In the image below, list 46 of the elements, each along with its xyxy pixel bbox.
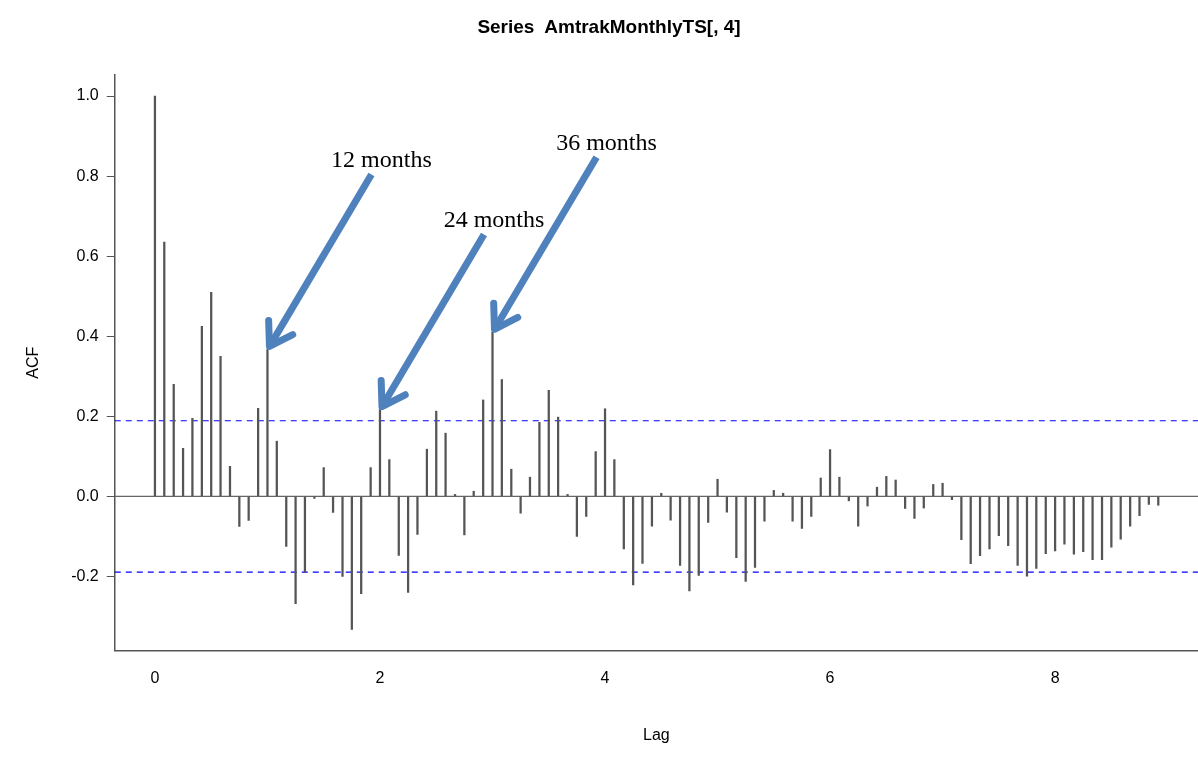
bar — [266, 349, 269, 497]
bar — [913, 496, 916, 519]
bar — [988, 496, 991, 550]
annotation: 24 months — [443, 205, 545, 232]
annotation: 12 months — [331, 145, 432, 172]
bar — [838, 476, 841, 497]
bar — [416, 496, 419, 535]
bar — [491, 331, 494, 497]
x-tick-label: 6 — [825, 668, 835, 686]
y-tick-label: 0.0 — [76, 486, 99, 504]
x-tick-label: 8 — [1050, 668, 1060, 686]
bar — [1091, 496, 1094, 561]
bar — [313, 496, 316, 499]
bar — [960, 496, 963, 541]
bar — [641, 496, 644, 564]
y-tick-label: 0.8 — [76, 166, 99, 184]
y-tick-label: -0.2 — [71, 566, 99, 584]
y-axis-title: ACF — [24, 346, 42, 379]
bar — [1157, 496, 1160, 506]
bar — [1063, 496, 1066, 545]
y-tick-label: 0.6 — [76, 246, 99, 264]
bar — [294, 496, 297, 605]
x-axis-title: Lag — [643, 725, 670, 743]
bar — [566, 494, 569, 497]
x-tick-label: 0 — [150, 668, 160, 686]
bar — [463, 496, 466, 536]
y-tick-label: 1.0 — [76, 86, 99, 104]
bar — [538, 422, 541, 497]
bar — [669, 496, 672, 521]
bar — [866, 496, 869, 507]
annotation: 36 months — [556, 128, 657, 155]
y-tick-label: 0.2 — [76, 406, 99, 424]
y-tick-label: 0.4 — [76, 326, 99, 344]
bar — [763, 496, 766, 522]
bar — [1138, 496, 1141, 516]
bar — [941, 482, 944, 497]
x-tick-label: 4 — [600, 668, 610, 686]
bar — [716, 478, 719, 497]
x-tick-label: 2 — [375, 668, 385, 686]
bar — [791, 496, 794, 522]
bar — [219, 355, 222, 497]
bar — [191, 418, 194, 497]
bar — [444, 432, 447, 497]
bar — [341, 496, 344, 577]
bar — [688, 496, 691, 592]
chart-title: Series AmtrakMonthlyTS[, 4] — [477, 15, 741, 37]
